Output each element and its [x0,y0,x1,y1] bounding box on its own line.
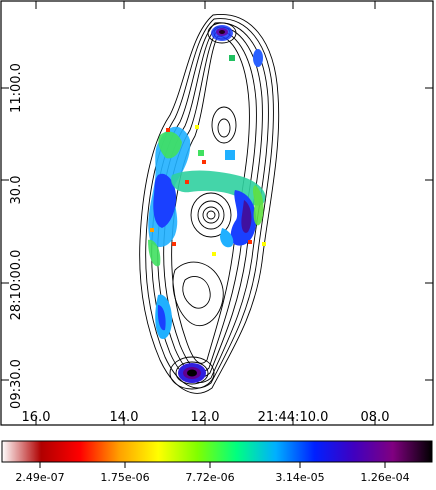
contour-line [172,261,224,327]
y-axis [1,87,433,381]
intensity-blob [157,305,166,331]
intensity-blob [166,128,170,132]
intensity-blob [225,150,235,160]
intensity-blob [172,242,176,246]
intensity-blob [241,200,252,233]
colorbar-tick-label: 1.26e-04 [360,471,409,484]
intensity-blob [262,242,266,246]
y-tick-label: 28:10:00.0 [9,250,24,321]
intensity-blob [253,49,263,67]
plot-frame [0,0,434,426]
intensity-blob [158,131,182,159]
intensity-blob [187,369,197,377]
intensity-blob [219,30,225,34]
contour-line [171,35,250,364]
colorbar-ticks [39,462,386,468]
y-tick-label: 30.0 [9,176,24,205]
contour-line [211,106,237,144]
contour-line [202,206,220,224]
intensity-blob [220,228,234,248]
colorbar-tick-label: 7.72e-06 [185,471,234,484]
intensity-blob [150,228,154,232]
y-tick-label: 09:30.0 [9,359,24,409]
intensity-blob [148,239,161,267]
intensity-blob [153,173,177,228]
intensity-blob [198,150,204,156]
contour-line [169,356,215,390]
contour-line [207,22,237,44]
x-tick-label: 14.0 [110,410,139,425]
intensity-blob [229,55,235,61]
contour-line [182,276,211,309]
intensity-blob [248,240,252,244]
colorbar-tick-label: 1.75e-06 [100,471,149,484]
intensity-blob [195,125,199,129]
intensity-blob [212,252,216,256]
intensity-layer [148,25,266,383]
contour-line [139,14,280,394]
contour-line [175,361,209,385]
colorbar-tick-label: 2.49e-07 [15,471,64,484]
x-tick-label: 21:44:10.0 [258,410,329,425]
colorbar [1,440,433,463]
contour-line [190,192,232,238]
x-tick-label: 08.0 [361,410,390,425]
colorbar-tick-label: 3.14e-05 [275,471,324,484]
x-tick-label: 16.0 [22,410,51,425]
intensity-blob [185,180,189,184]
y-tick-label: 11:00.0 [9,63,24,113]
contour-line [197,200,225,230]
contour-line [217,118,231,138]
contour-line [206,210,216,220]
x-axis [35,1,376,425]
x-tick-label: 12.0 [191,410,220,425]
intensity-blob [252,185,264,226]
intensity-blob [202,160,206,164]
